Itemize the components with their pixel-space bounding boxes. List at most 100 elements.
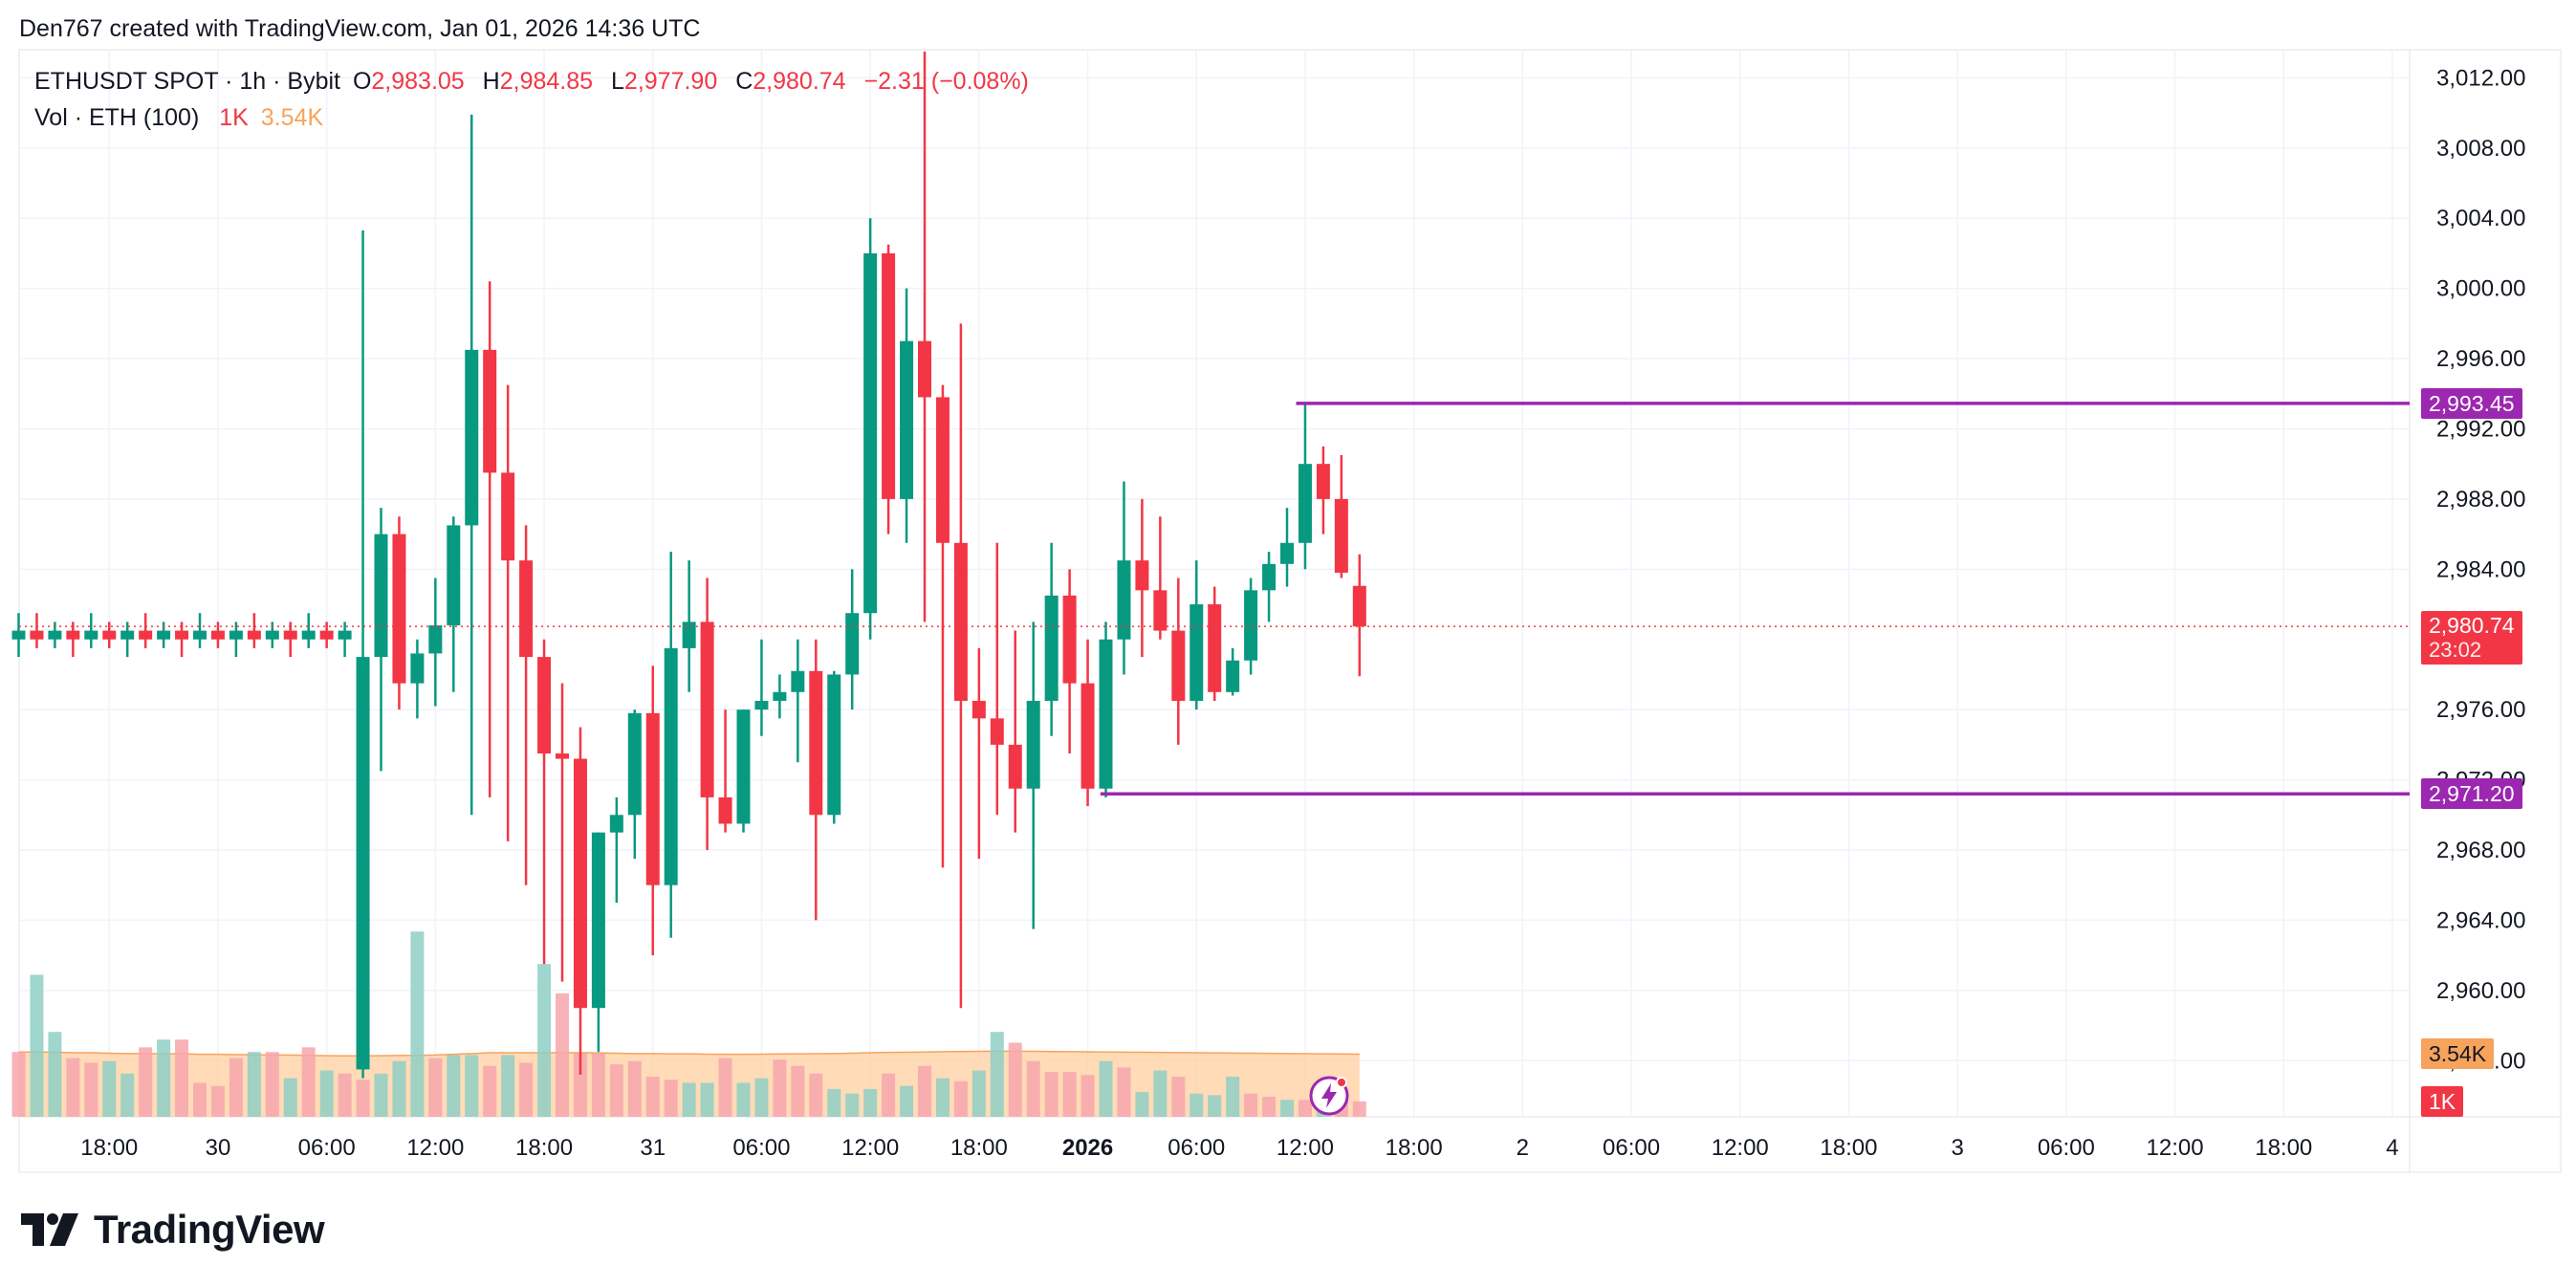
candle-body (1171, 630, 1186, 701)
time-tick-label: 31 (640, 1135, 666, 1161)
volume-bar (573, 1053, 587, 1117)
candle-body (102, 630, 117, 640)
candle-body (1062, 595, 1077, 684)
candle-body (120, 630, 135, 640)
volume-bar (627, 1060, 642, 1117)
low-label: L (611, 68, 624, 95)
candle-body (1190, 604, 1204, 701)
volume-bar (1099, 1060, 1113, 1117)
volume-bar (773, 1059, 787, 1117)
candle-body (1298, 464, 1312, 543)
volume-ma-line (18, 1050, 1360, 1057)
candle-body (465, 349, 479, 526)
last-price-badge: 2,980.74 23:02 (2421, 611, 2522, 665)
candle-body (935, 397, 950, 543)
candle-body (193, 630, 207, 640)
volume-bar (120, 1073, 135, 1117)
volume-bar (374, 1073, 388, 1117)
time-tick-label: 18:00 (80, 1135, 138, 1161)
candle-body (809, 670, 823, 816)
candle-body (157, 630, 171, 640)
volume-bar (1208, 1095, 1222, 1117)
volume-bar (84, 1062, 98, 1117)
lightning-icon[interactable] (1308, 1075, 1350, 1117)
time-tick-label: 12:00 (1277, 1135, 1334, 1161)
candle-body (1208, 604, 1222, 692)
volume-bar (1117, 1067, 1131, 1117)
price-tick-label: 3,012.00 (2436, 65, 2525, 91)
candle-body (1026, 700, 1040, 789)
volume-bar (1226, 1077, 1240, 1117)
price-tick-label: 2,964.00 (2436, 907, 2525, 933)
candle-body (501, 472, 515, 561)
time-tick-label: 12:00 (841, 1135, 899, 1161)
price-axis: 3,012.00 3,008.00 3,004.00 3,000.00 2,996.00… (2436, 65, 2525, 1074)
last-price-value: 2,980.74 (2429, 613, 2515, 639)
candle-body (11, 630, 26, 640)
candle-body (1117, 560, 1131, 640)
time-tick-label: 3 (1951, 1135, 1963, 1161)
candle-body (48, 630, 62, 640)
volume-bar (465, 1055, 479, 1117)
time-tick-label: 18:00 (950, 1135, 1008, 1161)
price-tick-label: 3,008.00 (2436, 136, 2525, 162)
level-high-badge[interactable]: 2,993.45 (2421, 387, 2522, 419)
candle-body (1244, 590, 1258, 661)
volume-bar (447, 1055, 461, 1117)
high-value: 2,984.85 (499, 68, 594, 95)
volume-bar (900, 1085, 914, 1117)
volume-bar (1135, 1092, 1149, 1117)
candle-body (773, 691, 787, 701)
time-tick-label: 06:00 (1603, 1135, 1660, 1161)
price-tick-label: 2,976.00 (2436, 697, 2525, 723)
volume-bar (935, 1078, 950, 1117)
volume-label[interactable]: Vol · ETH (100) (34, 104, 200, 131)
candle-body (863, 252, 878, 614)
candle-body (918, 340, 931, 398)
candlestick-series (11, 51, 1366, 1079)
candle-body (30, 630, 44, 640)
volume-bar (736, 1082, 751, 1117)
time-axis: 18:00 30 06:00 12:00 18:00 31 06:00 12:00 18:00 2… (80, 1135, 2398, 1161)
candle-body (537, 657, 552, 754)
volume-bar (1044, 1072, 1059, 1117)
volume-bar (175, 1039, 189, 1117)
candle-body (301, 630, 316, 640)
candle-body (971, 700, 986, 719)
candle-body (338, 630, 352, 640)
symbol-label[interactable]: ETHUSDT SPOT · 1h · Bybit (34, 68, 340, 95)
candle-body (139, 630, 153, 640)
volume-bar (229, 1058, 243, 1117)
candle-body (483, 349, 497, 473)
volume-bar (356, 1080, 370, 1117)
brand-name[interactable]: TradingView (94, 1207, 325, 1252)
candle-body (591, 832, 605, 1009)
candle-body (1153, 590, 1168, 631)
candle-body (664, 647, 678, 885)
volume-bar (157, 1039, 171, 1117)
candle-body (882, 252, 896, 499)
candle-body (827, 674, 841, 816)
candle-body (573, 758, 587, 1009)
volume-bar (519, 1062, 534, 1117)
volume-bar (537, 964, 552, 1117)
level-low-badge[interactable]: 2,971.20 (2421, 778, 2522, 810)
price-tick-label: 2,960.00 (2436, 978, 2525, 1004)
candle-body (66, 630, 80, 640)
time-tick-label: 06:00 (298, 1135, 356, 1161)
time-tick-label: 18:00 (1820, 1135, 1877, 1161)
price-tick-label: 3,000.00 (2436, 276, 2525, 302)
candle-body (283, 630, 297, 640)
candle-body (682, 622, 696, 648)
candle-body (392, 534, 406, 684)
candle-body (410, 653, 425, 684)
volume-bar (1298, 1100, 1312, 1117)
candle-body (609, 815, 623, 833)
volume-badge: 1K (2421, 1085, 2464, 1117)
open-label: O (352, 68, 372, 95)
volume-bar (247, 1052, 261, 1117)
volume-bar (265, 1052, 279, 1117)
volume-bar (1062, 1072, 1077, 1117)
volume-bar (319, 1070, 334, 1117)
